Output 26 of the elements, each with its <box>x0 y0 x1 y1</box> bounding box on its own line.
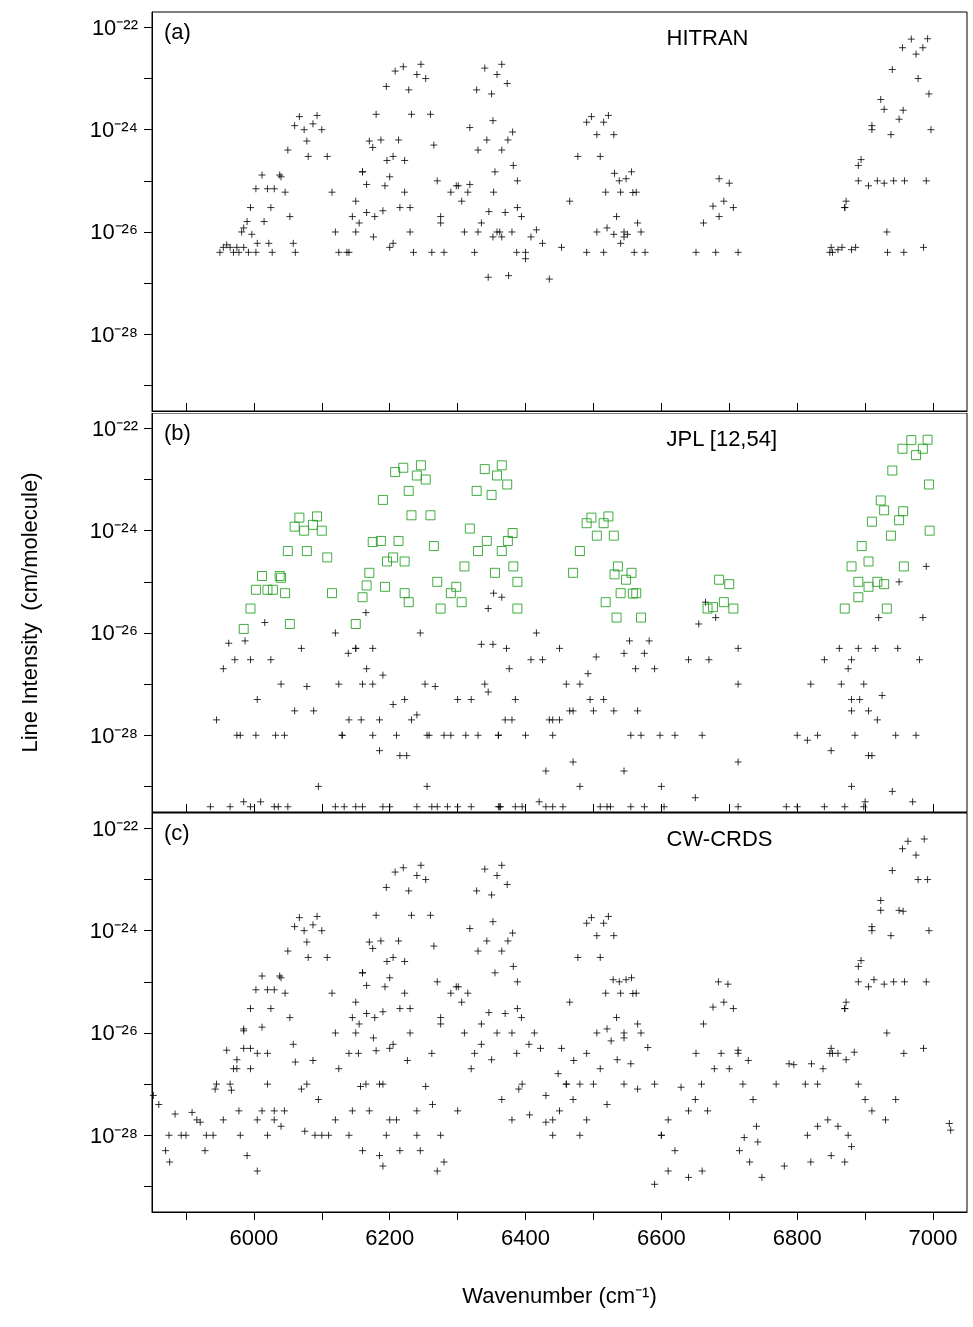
y-tick-label: 10⁻²⁶ <box>90 620 138 646</box>
x-tick-label: 6400 <box>501 1224 551 1250</box>
x-tick-label: 6600 <box>636 1224 686 1250</box>
y-tick-label: 10⁻²² <box>91 14 138 40</box>
y-tick-label: 10⁻²⁴ <box>89 918 138 944</box>
annotation: (b) <box>164 419 191 445</box>
annotation: JPL [12,54] <box>666 425 778 451</box>
y-tick-label: 10⁻²⁴ <box>89 117 138 143</box>
y-tick-label: 10⁻²² <box>91 815 138 841</box>
y-axis-title: Line Intensity (cm/molecule) <box>16 472 42 753</box>
y-tick-label: 10⁻²² <box>91 415 138 441</box>
y-tick-label: 10⁻²⁸ <box>89 1122 138 1148</box>
annotation: (a) <box>164 18 191 44</box>
annotation: (c) <box>164 819 190 845</box>
x-tick-label: 6800 <box>772 1224 822 1250</box>
y-tick-label: 10⁻²⁸ <box>89 722 138 748</box>
y-tick-label: 10⁻²⁴ <box>89 518 138 544</box>
y-tick-label: 10⁻²⁶ <box>90 1020 138 1046</box>
x-axis-title: Wavenumber (cm⁻¹) <box>462 1282 657 1308</box>
annotation: HITRAN <box>666 24 749 50</box>
annotation: CW-CRDS <box>666 825 773 851</box>
x-tick-label: 6000 <box>229 1224 279 1250</box>
y-tick-label: 10⁻²⁸ <box>89 321 138 347</box>
y-tick-label: 10⁻²⁶ <box>90 219 138 245</box>
x-tick-label: 7000 <box>908 1224 958 1250</box>
x-tick-label: 6200 <box>365 1224 415 1250</box>
